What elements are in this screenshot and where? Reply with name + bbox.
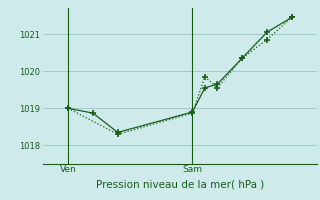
X-axis label: Pression niveau de la mer( hPa ): Pression niveau de la mer( hPa ) — [96, 180, 264, 190]
